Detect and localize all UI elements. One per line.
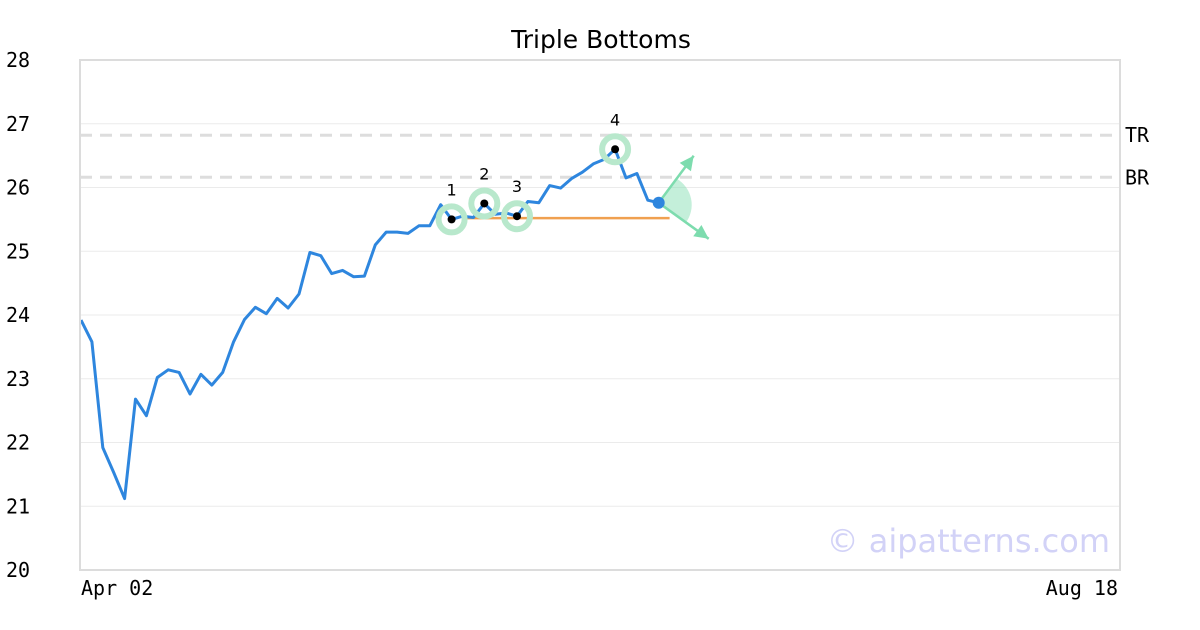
y-tick-label: 28 [6,48,30,72]
y-tick-label: 25 [6,239,30,263]
y-tick-label: 27 [6,112,30,136]
marker-dot [480,199,489,208]
arrow-head [679,155,694,172]
marker-label: 3 [512,177,522,196]
arrow-head [693,224,709,239]
level-lines: TR BR [80,123,1150,189]
marker-label: 4 [610,110,620,129]
gridlines [80,123,1120,507]
marker-label: 1 [447,180,457,199]
current-point [652,196,665,209]
chart-title: Triple Bottoms [510,25,691,54]
x-tick-label: Apr 02 [81,576,153,600]
y-tick-label: 21 [6,494,30,518]
marker-halo [468,187,501,220]
pattern-markers: 1 2 3 4 [435,110,632,236]
watermark: © aipatterns.com [827,522,1110,560]
y-axis-ticks: 20 21 22 23 24 25 26 27 28 [6,48,30,582]
marker-dot [611,145,620,154]
plot-frame [79,59,1121,571]
marker-label: 2 [479,164,489,183]
marker-halo [599,133,632,166]
y-tick-label: 24 [6,303,30,327]
y-tick-label: 22 [6,431,30,455]
x-tick-label: Aug 18 [1046,576,1118,600]
level-label: TR [1125,123,1150,147]
marker-dot [447,215,456,224]
y-tick-label: 23 [6,367,30,391]
marker-halo [501,200,533,233]
price-series [79,147,660,501]
projection-wedge [658,178,692,223]
marker-dot [513,212,521,221]
y-tick-label: 26 [6,176,30,200]
series-line [79,147,660,501]
marker-halo [435,203,468,236]
level-label: BR [1125,165,1150,189]
y-tick-label: 20 [6,558,30,582]
x-axis-ticks: Apr 02 Aug 18 [81,576,1118,600]
projection-arrows [652,155,710,240]
